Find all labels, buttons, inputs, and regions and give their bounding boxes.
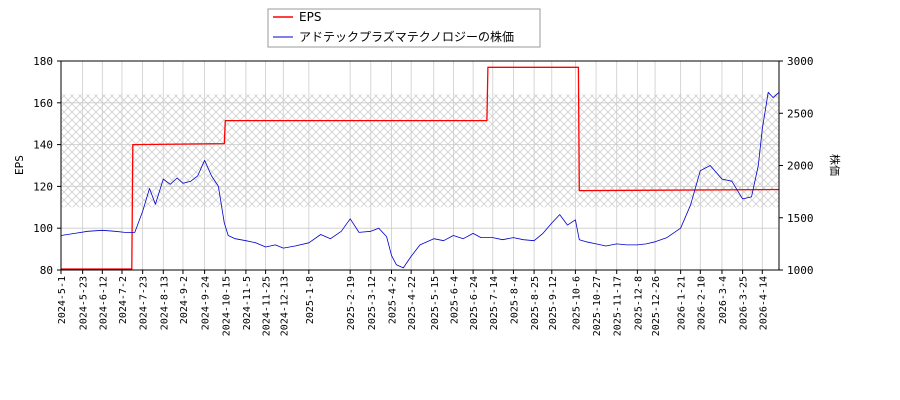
legend-box	[267, 8, 541, 48]
x-tick-label: 2025-7-14	[489, 276, 500, 330]
x-tick-label: 2025-1-8	[305, 276, 316, 324]
x-tick-label: 2024-11-5	[242, 276, 253, 330]
x-tick-label: 2025-5-15	[430, 276, 441, 330]
axis-labels: 80 100 120 140 160 180 1000 1500 2000 2500 3000 202…	[33, 55, 813, 336]
y-left-tick-label: 80	[40, 264, 53, 277]
x-tick-label: 2024-8-13	[159, 276, 170, 330]
y-left-tick-label: 100	[33, 222, 53, 235]
x-tick-label: 2025-4-22	[407, 276, 418, 330]
y-axis-left-label: EPS	[13, 155, 26, 175]
y-left-tick-label: 160	[33, 97, 53, 110]
y-left-tick-label: 140	[33, 139, 53, 152]
x-tick-label: 2026-4-14	[758, 276, 769, 330]
y-axis-right-label: 株価	[828, 154, 842, 176]
x-tick-label: 2025-6-4	[449, 276, 460, 324]
x-tick-label: 2025-10-27	[592, 276, 603, 336]
y-right-tick-label: 1500	[787, 212, 814, 225]
x-tick-label: 2025-11-17	[613, 276, 624, 336]
x-tick-label: 2025-4-2	[387, 276, 398, 324]
x-tick-label: 2024-11-25	[262, 276, 273, 336]
y-right-tick-label: 2500	[787, 107, 814, 120]
x-tick-label: 2024-10-15	[221, 276, 232, 336]
x-tick-label: 2024-5-1	[57, 276, 68, 324]
legend-label-eps: EPS	[299, 10, 321, 24]
x-tick-label: 2025-8-25	[530, 276, 541, 330]
x-tick-label: 2026-2-10	[696, 276, 707, 330]
x-tick-label: 2026-1-21	[677, 276, 688, 330]
legend-label-price: アドテックプラズマテクノロジーの株価	[299, 29, 514, 44]
shaded-band	[61, 94, 779, 208]
x-tick-label: 2024-9-2	[179, 276, 190, 324]
y-left-tick-label: 180	[33, 55, 53, 68]
x-tick-label: 2025-9-12	[548, 276, 559, 330]
x-tick-label: 2025-2-19	[346, 276, 357, 330]
x-tick-label: 2026-3-4	[718, 276, 729, 324]
x-tick-label: 2025-8-4	[509, 276, 520, 324]
x-tick-label: 2024-6-12	[98, 276, 109, 330]
x-tick-label: 2024-7-23	[139, 276, 150, 330]
legend: EPS アドテックプラズマテクノロジーの株価	[267, 8, 541, 48]
series-layer	[60, 66, 780, 270]
x-tick-label: 2025-10-6	[571, 276, 582, 330]
x-tick-label: 2025-6-24	[469, 276, 480, 330]
x-tick-label: 2024-5-23	[79, 276, 90, 330]
eps-line	[61, 66, 780, 270]
x-tick-label: 2024-9-24	[201, 276, 212, 330]
x-tick-label: 2024-12-13	[279, 276, 290, 336]
stock-price-line	[60, 91, 780, 269]
x-tick-label: 2024-7-2	[118, 276, 129, 324]
y-right-tick-label: 1000	[787, 264, 814, 277]
y-left-tick-label: 120	[33, 180, 53, 193]
x-tick-label: 2025-12-26	[651, 276, 662, 336]
x-tick-label: 2026-3-25	[739, 276, 750, 330]
x-tick-label: 2025-12-8	[633, 276, 644, 330]
x-tick-label: 2025-3-12	[367, 276, 378, 330]
y-right-tick-label: 3000	[787, 55, 814, 68]
y-right-tick-label: 2000	[787, 160, 814, 173]
